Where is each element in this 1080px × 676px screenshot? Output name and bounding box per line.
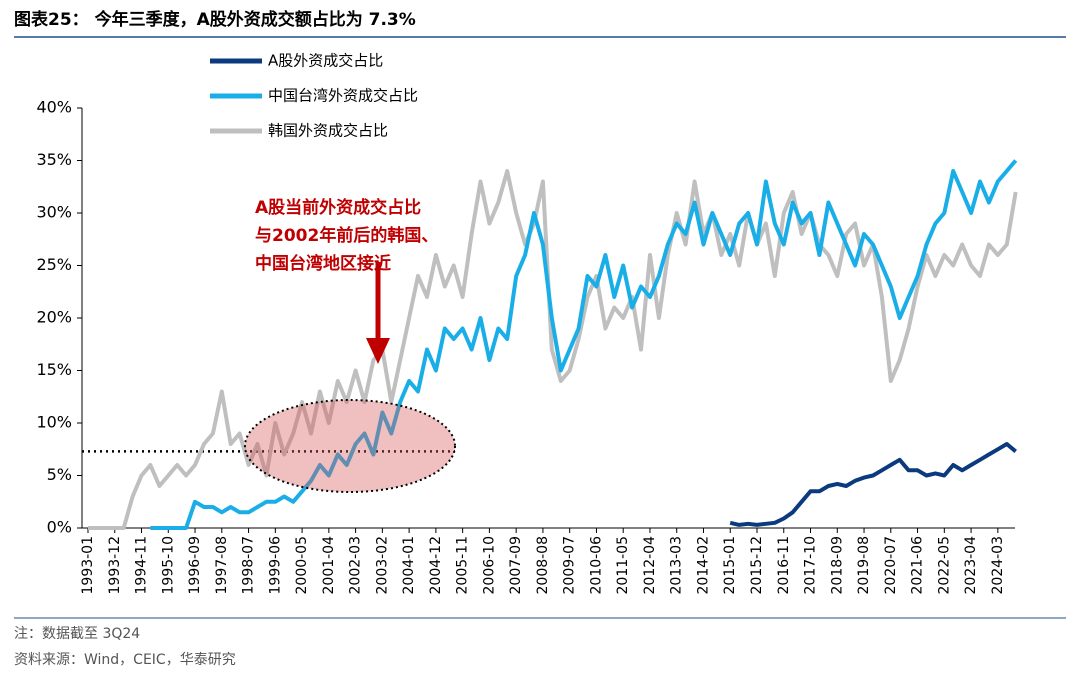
x-tick-label: 1993-12	[107, 536, 123, 595]
x-tick-label: 2011-05	[615, 536, 631, 595]
x-tick-label: 2014-02	[695, 536, 711, 595]
x-tick-label: 2008-08	[535, 536, 551, 595]
x-tick-label: 2013-03	[669, 536, 685, 595]
x-tick-label: 2009-07	[562, 536, 578, 595]
note: 注：数据截至 3Q24	[14, 626, 140, 642]
x-tick-label: 1998-07	[241, 536, 257, 595]
highlight-ellipse	[244, 399, 456, 493]
x-tick-label: 2004-12	[428, 536, 444, 595]
x-tick-label: 1997-08	[214, 536, 230, 595]
x-tick-label: 2005-11	[455, 536, 471, 595]
x-tick-label: 2018-09	[829, 536, 845, 595]
x-tick-label: 2015-01	[722, 536, 738, 595]
x-tick-label: 2016-11	[776, 536, 792, 595]
x-tick-label: 2001-04	[321, 536, 337, 595]
y-tick-label: 40%	[36, 98, 72, 117]
x-tick-label: 1995-10	[160, 536, 176, 595]
arrow-head	[366, 338, 390, 364]
x-tick-label: 2022-05	[936, 536, 952, 595]
x-tick-label: 1999-06	[267, 536, 283, 595]
annotation: 中国台湾地区接近	[255, 253, 391, 274]
legend-label: 韩国外资成交占比	[268, 122, 388, 140]
x-tick-label: 2012-04	[642, 536, 658, 595]
series-line	[150, 159, 1018, 530]
y-tick-label: 30%	[36, 203, 72, 222]
x-tick-label: 1996-09	[187, 536, 203, 595]
x-tick-label: 2007-09	[508, 536, 524, 595]
y-tick-label: 25%	[36, 255, 72, 274]
x-tick-label: 2006-10	[481, 536, 497, 595]
annotation: A股当前外资成交占比	[255, 197, 421, 218]
plot: 0% 5% 10% 15% 20% 25% 30% 35% 40% 1993-01 1993-12 1…	[36, 52, 1018, 595]
y-tick-label: 20%	[36, 308, 72, 327]
source: 资料来源：Wind，CEIC，华泰研究	[14, 652, 236, 668]
chart-title: 图表25： 今年三季度，A股外资成交额占比为 7.3%	[14, 9, 416, 30]
x-tick-label: 2000-05	[294, 536, 310, 595]
y-tick-label: 5%	[47, 465, 72, 484]
x-tick-label: 2019-08	[856, 536, 872, 595]
x-tick-label: 2010-06	[588, 536, 604, 595]
y-tick-label: 35%	[36, 150, 72, 169]
y-tick-label: 10%	[36, 413, 72, 432]
annotation: 与2002年前后的韩国、	[255, 225, 438, 246]
x-tick-label: 2002-03	[348, 536, 364, 595]
y-tick-label: 15%	[36, 360, 72, 379]
x-tick-label: 2021-06	[910, 536, 926, 595]
series-line	[729, 442, 1017, 527]
x-tick-label: 1994-11	[134, 536, 150, 595]
x-tick-label: 2020-07	[883, 536, 899, 595]
legend-label: A股外资成交占比	[268, 52, 383, 70]
x-tick-label: 2004-01	[401, 536, 417, 595]
x-tick-label: 2023-04	[963, 536, 979, 595]
x-tick-label: 1993-01	[80, 536, 96, 595]
x-tick-label: 2024-03	[990, 536, 1006, 595]
x-tick-label: 2017-10	[803, 536, 819, 595]
x-tick-label: 2003-02	[374, 536, 390, 595]
y-tick-label: 0%	[47, 518, 72, 537]
x-tick-label: 2015-12	[749, 536, 765, 595]
legend-label: 中国台湾外资成交占比	[268, 87, 418, 105]
